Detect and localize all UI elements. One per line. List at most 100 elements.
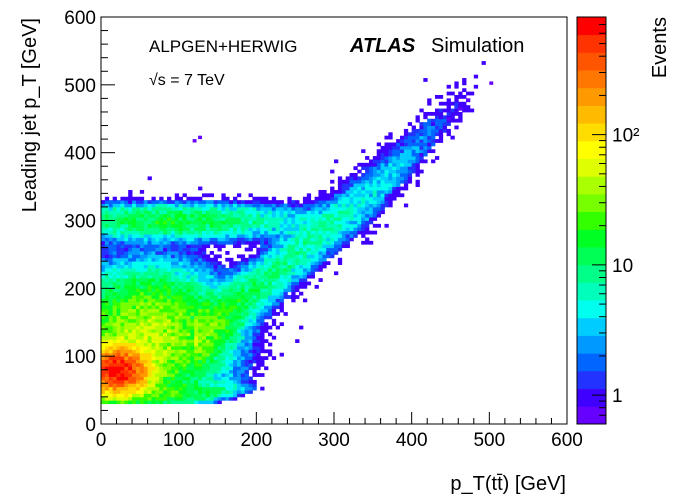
heatmap-cell bbox=[302, 271, 308, 276]
heatmap-cell bbox=[112, 362, 117, 367]
heatmap-cell bbox=[236, 267, 242, 272]
heatmap-cell bbox=[326, 251, 331, 255]
heatmap-cell bbox=[190, 359, 195, 364]
heatmap-cell bbox=[174, 254, 180, 259]
heatmap-cell bbox=[159, 196, 164, 201]
heatmap-cell bbox=[139, 278, 145, 282]
heatmap-cell bbox=[229, 383, 234, 388]
heatmap-cell bbox=[396, 166, 401, 171]
heatmap-cell bbox=[225, 206, 230, 211]
heatmap-cell bbox=[353, 166, 358, 171]
heatmap-cell bbox=[143, 227, 148, 232]
heatmap-cell bbox=[415, 149, 420, 154]
heatmap-cell bbox=[159, 352, 164, 357]
heatmap-cell bbox=[147, 308, 152, 313]
heatmap-cell bbox=[287, 244, 292, 249]
heatmap-cell bbox=[201, 393, 207, 398]
heatmap-cell bbox=[403, 166, 409, 171]
heatmap-cell bbox=[260, 308, 265, 313]
heatmap-cell bbox=[155, 396, 160, 401]
heatmap-cell bbox=[170, 288, 176, 293]
heatmap-cell bbox=[190, 332, 195, 337]
heatmap-cell bbox=[182, 386, 187, 391]
heatmap-cell bbox=[213, 206, 218, 211]
heatmap-cell bbox=[291, 240, 296, 245]
heatmap-cell bbox=[201, 359, 207, 364]
heatmap-cell bbox=[330, 220, 335, 225]
heatmap-cell bbox=[124, 390, 129, 394]
heatmap-cell bbox=[330, 251, 335, 255]
heatmap-cell bbox=[167, 322, 172, 327]
heatmap-cell bbox=[186, 342, 191, 347]
heatmap-cell bbox=[190, 267, 195, 272]
heatmap-cell bbox=[151, 274, 156, 279]
heatmap-cell bbox=[112, 295, 117, 299]
heatmap-cell bbox=[116, 295, 121, 299]
heatmap-cell bbox=[124, 379, 129, 384]
heatmap-cell bbox=[252, 322, 257, 327]
heatmap-cell bbox=[349, 176, 354, 181]
heatmap-cell bbox=[151, 373, 156, 377]
heatmap-cell bbox=[163, 359, 168, 364]
heatmap-cell bbox=[132, 244, 137, 249]
heatmap-cell bbox=[116, 318, 121, 323]
heatmap-cell bbox=[236, 376, 242, 381]
heatmap-cell bbox=[240, 312, 246, 316]
heatmap-cell bbox=[310, 234, 315, 238]
heatmap-cell bbox=[302, 206, 308, 211]
heatmap-cell bbox=[345, 217, 350, 221]
heatmap-cell bbox=[217, 237, 222, 242]
color-scale-band bbox=[577, 34, 606, 53]
heatmap-cell bbox=[186, 291, 191, 296]
heatmap-cell bbox=[326, 244, 331, 249]
heatmap-cell bbox=[124, 295, 129, 299]
heatmap-cell bbox=[384, 179, 389, 184]
heatmap-cell bbox=[198, 257, 203, 262]
heatmap-cell bbox=[174, 386, 180, 391]
heatmap-cell bbox=[225, 305, 230, 310]
heatmap-cell bbox=[217, 369, 222, 374]
heatmap-cell bbox=[252, 325, 257, 330]
heatmap-cell bbox=[353, 234, 358, 238]
heatmap-cell bbox=[299, 227, 304, 232]
heatmap-cell bbox=[120, 373, 125, 377]
heatmap-cell bbox=[178, 312, 183, 316]
heatmap-cell bbox=[380, 169, 385, 174]
heatmap-cell bbox=[116, 342, 121, 347]
heatmap-cell bbox=[275, 223, 281, 228]
heatmap-cell bbox=[233, 369, 238, 374]
heatmap-cell bbox=[139, 373, 145, 377]
heatmap-cell bbox=[194, 396, 199, 401]
heatmap-cell bbox=[167, 244, 172, 249]
heatmap-cell bbox=[318, 237, 323, 242]
heatmap-cell bbox=[135, 393, 141, 398]
heatmap-cell bbox=[182, 200, 187, 204]
heatmap-cell bbox=[101, 305, 106, 310]
heatmap-cell bbox=[240, 329, 246, 333]
heatmap-cell bbox=[108, 284, 114, 289]
heatmap-cell bbox=[147, 267, 152, 272]
heatmap-cell bbox=[170, 390, 176, 394]
heatmap-cell bbox=[159, 359, 164, 364]
heatmap-cell bbox=[209, 356, 215, 360]
heatmap-cell bbox=[143, 325, 148, 330]
heatmap-cell bbox=[159, 234, 164, 238]
heatmap-cell bbox=[260, 356, 265, 360]
heatmap-cell bbox=[213, 329, 218, 333]
heatmap-cell bbox=[139, 251, 145, 255]
heatmap-cell bbox=[291, 264, 296, 269]
heatmap-cell bbox=[143, 308, 148, 313]
heatmap-cell bbox=[112, 332, 117, 337]
heatmap-cell bbox=[353, 227, 358, 232]
heatmap-cell bbox=[407, 169, 413, 174]
heatmap-cell bbox=[240, 373, 246, 377]
heatmap-cell bbox=[400, 169, 405, 174]
heatmap-cell bbox=[225, 278, 230, 282]
heatmap-cell bbox=[190, 369, 195, 374]
heatmap-cell bbox=[330, 213, 335, 218]
heatmap-cell bbox=[213, 240, 218, 245]
heatmap-cell bbox=[159, 288, 164, 293]
heatmap-cell bbox=[151, 308, 156, 313]
heatmap-cell bbox=[233, 244, 238, 249]
